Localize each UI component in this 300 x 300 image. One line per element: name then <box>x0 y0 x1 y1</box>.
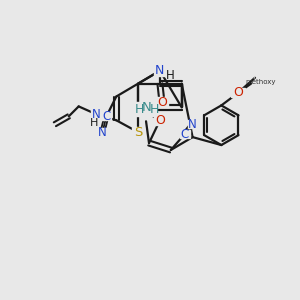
Bar <box>188 120 198 128</box>
Text: O: O <box>155 114 165 127</box>
Text: C: C <box>181 128 189 141</box>
Text: H: H <box>90 118 99 128</box>
Bar <box>132 102 156 116</box>
Bar <box>101 112 111 120</box>
Bar <box>154 66 166 76</box>
Text: methoxy: methoxy <box>233 74 257 79</box>
Bar <box>180 130 190 138</box>
Bar <box>98 128 107 136</box>
Text: O: O <box>233 86 243 99</box>
Text: N: N <box>188 118 197 131</box>
Text: H: H <box>165 69 174 82</box>
Text: H: H <box>134 103 144 116</box>
Text: C: C <box>102 110 110 123</box>
Text: N: N <box>142 101 152 114</box>
Text: N: N <box>92 108 101 121</box>
Bar <box>132 127 144 137</box>
Bar <box>154 115 166 125</box>
Bar <box>156 98 168 107</box>
Text: N: N <box>155 64 165 77</box>
Bar <box>91 110 102 119</box>
Text: methoxy: methoxy <box>246 79 276 85</box>
Text: O: O <box>157 96 167 109</box>
Text: N: N <box>98 126 107 139</box>
Text: S: S <box>134 126 142 139</box>
Text: H: H <box>149 103 159 116</box>
Bar <box>231 88 245 98</box>
